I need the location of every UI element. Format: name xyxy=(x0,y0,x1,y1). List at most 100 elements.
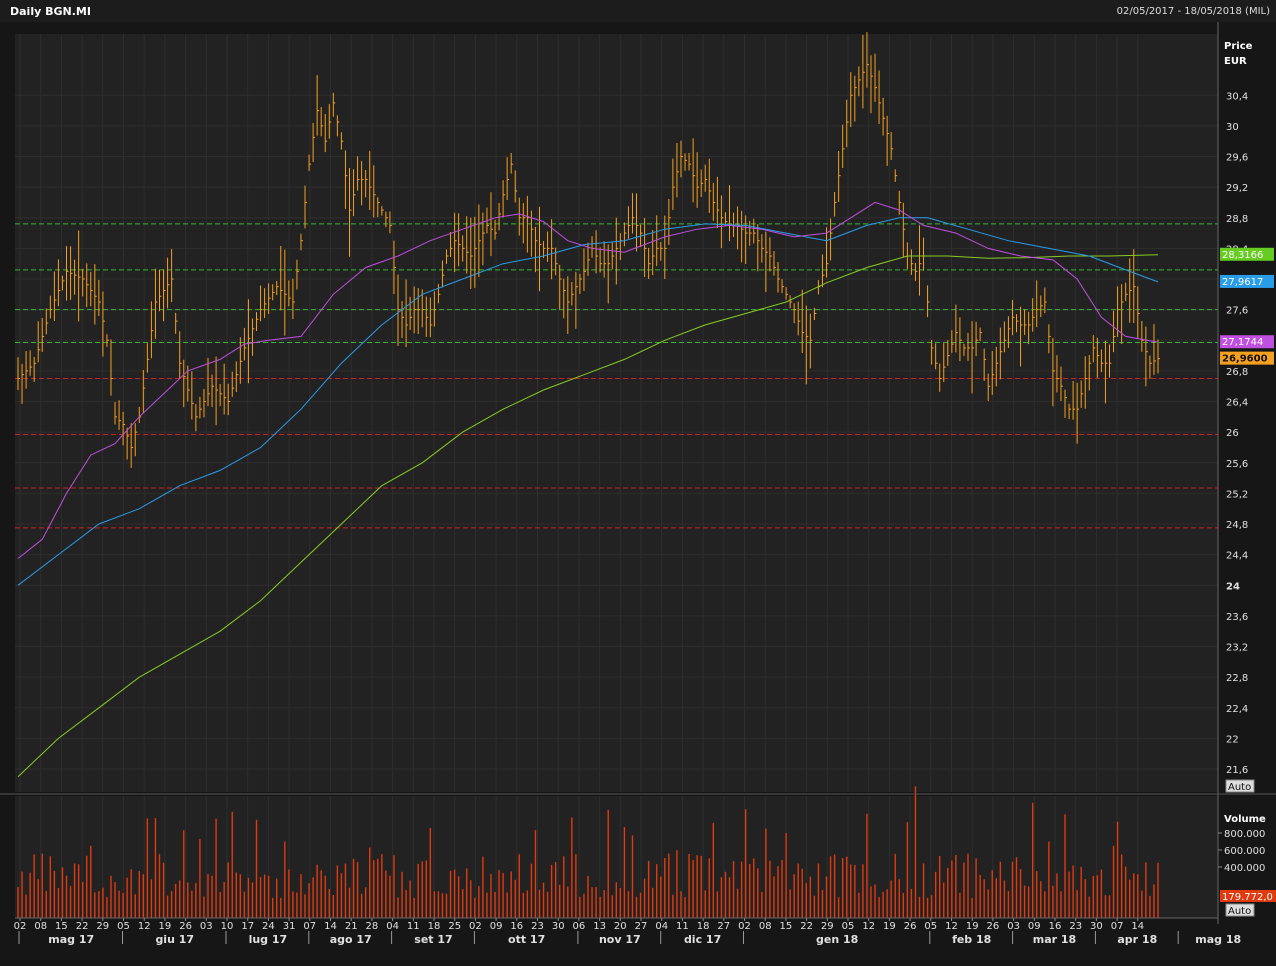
day-tick-label: 07 xyxy=(1111,921,1124,932)
day-tick-label: 20 xyxy=(614,921,627,932)
day-tick-label: 02 xyxy=(469,921,482,932)
month-label: giu 17 xyxy=(155,933,194,946)
day-tick-label: 21 xyxy=(345,921,358,932)
month-label: ago 17 xyxy=(330,933,372,946)
day-tick-label: 07 xyxy=(303,921,316,932)
day-tick-label: 13 xyxy=(593,921,606,932)
price-tick-label: 22,8 xyxy=(1226,673,1248,684)
day-tick-label: 25 xyxy=(448,921,461,932)
price-tick-label: 29,6 xyxy=(1226,153,1248,164)
price-tick-label: 22,4 xyxy=(1226,704,1248,715)
day-tick-label: 26 xyxy=(904,921,917,932)
day-tick-label: 30 xyxy=(1090,921,1103,932)
chart-header: Daily BGN.MI 02/05/2017 - 18/05/2018 (MI… xyxy=(0,0,1276,23)
auto-scale-label: Auto xyxy=(1228,782,1251,793)
month-label: ott 17 xyxy=(508,933,545,946)
day-tick-label: 09 xyxy=(490,921,503,932)
day-tick-label: 09 xyxy=(1028,921,1041,932)
price-tick-label: 29,2 xyxy=(1226,183,1248,194)
day-tick-label: 08 xyxy=(759,921,772,932)
volume-value-tag xyxy=(1220,890,1276,902)
volume-auto-button xyxy=(1225,903,1255,917)
day-tick-label: 23 xyxy=(1069,921,1082,932)
month-label: nov 17 xyxy=(599,933,641,946)
month-label: gen 18 xyxy=(816,933,858,946)
day-tick-label: 18 xyxy=(428,921,441,932)
day-tick-label: 22 xyxy=(76,921,89,932)
volume-auto-label: Auto xyxy=(1228,906,1251,917)
price-tick-label: 27,6 xyxy=(1226,306,1248,317)
day-tick-label: 04 xyxy=(386,921,399,932)
ma-green-line xyxy=(17,254,1159,778)
day-tick-label: 22 xyxy=(800,921,813,932)
month-label: dic 17 xyxy=(684,933,721,946)
month-label: mag 17 xyxy=(48,933,94,946)
ma-blue-line xyxy=(17,217,1159,586)
value-tag-label: 27,9617 xyxy=(1222,277,1263,288)
day-tick-label: 12 xyxy=(862,921,875,932)
day-tick-label: 04 xyxy=(655,921,668,932)
day-tick-label: 11 xyxy=(676,921,689,932)
price-tick-label: 26,4 xyxy=(1226,398,1248,409)
day-tick-label: 06 xyxy=(573,921,586,932)
price-tick-label: 23,2 xyxy=(1226,643,1248,654)
day-tick-label: 11 xyxy=(407,921,420,932)
price-tick-label: 24 xyxy=(1226,581,1240,592)
day-tick-label: 14 xyxy=(324,921,337,932)
price-tick-label: 22 xyxy=(1226,734,1239,745)
price-tick-label: 30,4 xyxy=(1226,91,1248,102)
price-tick-label: 26,8 xyxy=(1226,367,1248,378)
month-label: mag 18 xyxy=(1195,933,1241,946)
day-tick-label: 05 xyxy=(842,921,855,932)
value-tag-label: 27,1744 xyxy=(1222,337,1263,348)
value-tag-label: 28,3166 xyxy=(1222,250,1263,261)
day-tick-label: 08 xyxy=(34,921,47,932)
day-tick-label: 03 xyxy=(1007,921,1020,932)
day-tick-label: 10 xyxy=(221,921,234,932)
day-tick-label: 24 xyxy=(262,921,275,932)
day-tick-label: 15 xyxy=(55,921,68,932)
day-tick-label: 16 xyxy=(510,921,523,932)
volume-tick-label: 400.000 xyxy=(1224,863,1265,874)
day-tick-label: 02 xyxy=(14,921,27,932)
day-tick-label: 31 xyxy=(283,921,296,932)
day-tick-label: 19 xyxy=(966,921,979,932)
month-label: apr 18 xyxy=(1117,933,1157,946)
plot-area xyxy=(15,34,1218,792)
day-tick-label: 27 xyxy=(635,921,648,932)
day-tick-label: 12 xyxy=(138,921,151,932)
volume-axis-label: Volume xyxy=(1224,814,1266,825)
day-tick-label: 05 xyxy=(117,921,130,932)
day-tick-label: 17 xyxy=(241,921,254,932)
price-tick-label: 24,4 xyxy=(1226,551,1248,562)
day-tick-label: 26 xyxy=(179,921,192,932)
price-tick-label: 30 xyxy=(1226,122,1239,133)
day-tick-label: 19 xyxy=(883,921,896,932)
price-tick-label: 26 xyxy=(1226,428,1239,439)
day-tick-label: 29 xyxy=(96,921,109,932)
day-tick-label: 05 xyxy=(924,921,937,932)
day-tick-label: 30 xyxy=(552,921,565,932)
price-tick-label: 25,6 xyxy=(1226,459,1248,470)
month-label: set 17 xyxy=(414,933,452,946)
day-tick-label: 29 xyxy=(821,921,834,932)
value-tag xyxy=(1220,274,1274,288)
price-chart[interactable]: 30,43029,629,228,828,42827,627,226,826,4… xyxy=(0,22,1276,966)
price-axis-label: Price xyxy=(1224,41,1253,52)
volume-tick-label: 800.000 xyxy=(1224,829,1265,840)
day-tick-label: 03 xyxy=(200,921,213,932)
price-tick-label: 24,8 xyxy=(1226,520,1248,531)
price-axis-unit: EUR xyxy=(1224,56,1247,67)
day-tick-label: 15 xyxy=(780,921,793,932)
value-tag xyxy=(1220,335,1274,349)
day-tick-label: 18 xyxy=(697,921,710,932)
day-tick-label: 27 xyxy=(717,921,730,932)
price-tick-label: 23,6 xyxy=(1226,612,1248,623)
month-label: feb 18 xyxy=(952,933,991,946)
price-tick-label: 25,2 xyxy=(1226,489,1248,500)
price-tick-label: 21,6 xyxy=(1226,765,1248,776)
day-tick-label: 02 xyxy=(738,921,751,932)
date-range: 02/05/2017 - 18/05/2018 (MIL) xyxy=(1116,6,1270,17)
value-tag xyxy=(1220,247,1274,261)
